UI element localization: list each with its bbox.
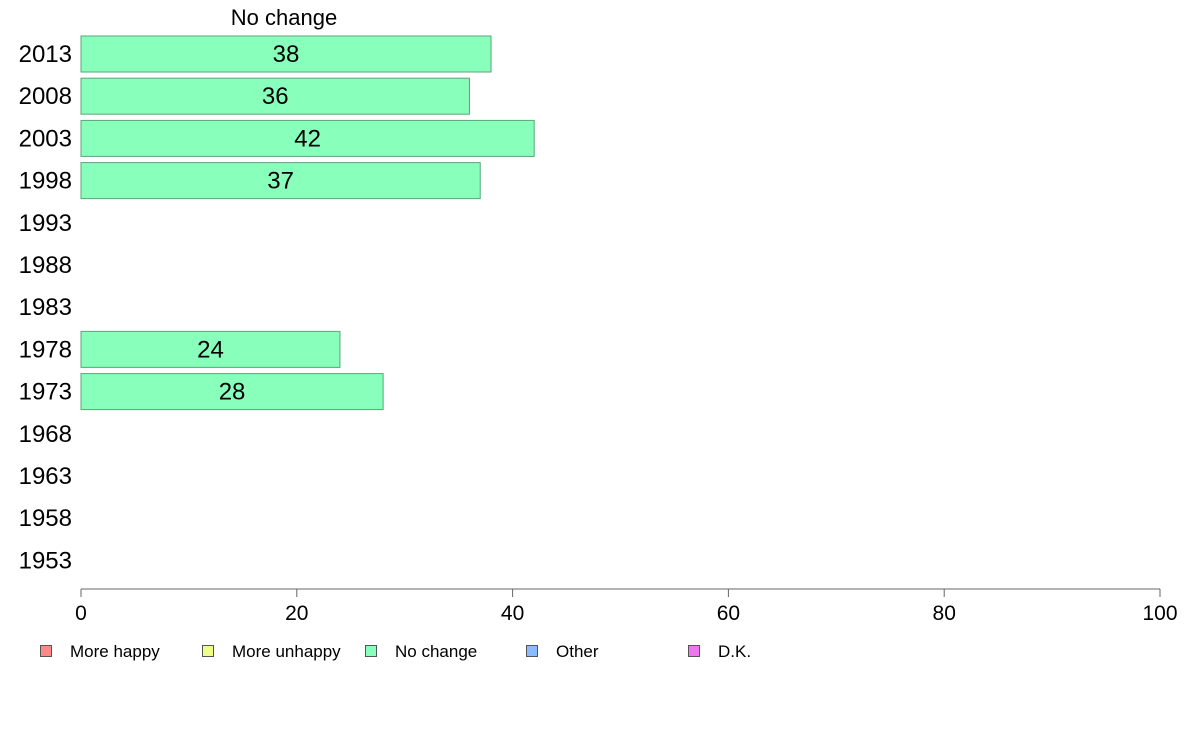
y-tick-label: 1998: [19, 168, 72, 195]
y-tick-label: 1973: [19, 379, 72, 406]
bar: [80, 162, 481, 200]
legend-swatch: [688, 645, 700, 657]
legend-swatch: [526, 645, 538, 657]
y-tick-label: 1963: [19, 463, 72, 490]
y-tick-label: 1953: [19, 547, 72, 574]
legend-swatch: [365, 645, 377, 657]
x-tick-label: 40: [501, 602, 524, 625]
bar-value-label: 28: [219, 379, 246, 406]
y-tick-label: 1958: [19, 505, 72, 532]
x-tick-label: 20: [285, 602, 308, 625]
bar-value-label: 37: [267, 168, 294, 195]
y-tick-label: 1988: [19, 252, 72, 279]
bar-value-label: 38: [273, 41, 300, 68]
y-tick-label: 2008: [19, 83, 72, 110]
legend-label: Other: [556, 642, 599, 661]
legend: More happy More unhappy No change Other D.K.: [40, 642, 800, 662]
x-axis: 0 20 40 60 80 100: [75, 588, 1178, 625]
legend-label: D.K.: [718, 642, 752, 661]
bar-value-label: 24: [197, 336, 224, 363]
x-tick-label: 60: [717, 602, 740, 625]
chart-title: No change: [231, 5, 337, 30]
y-tick-label: 2003: [19, 125, 72, 152]
bar: [80, 35, 492, 73]
y-tick-label: 1983: [19, 294, 72, 321]
legend-label: More happy: [70, 642, 160, 661]
y-axis-labels: 2013 2008 2003 1998 1993 1988 1983 1978 1973 1968…: [19, 41, 72, 574]
y-tick-label: 1978: [19, 336, 72, 363]
bar: [80, 330, 341, 368]
y-tick-label: 2013: [19, 41, 72, 68]
legend-label: More unhappy: [232, 642, 341, 661]
bar: [80, 77, 470, 115]
legend-swatch: [202, 645, 214, 657]
bar: [80, 119, 535, 157]
bar-value-label: 36: [262, 83, 289, 110]
y-tick-label: 1993: [19, 210, 72, 237]
y-tick-label: 1968: [19, 421, 72, 448]
x-tick-label: 0: [75, 602, 87, 625]
x-tick-label: 100: [1142, 602, 1177, 625]
bar-value-label: 42: [294, 125, 321, 152]
bar: [80, 373, 384, 411]
legend-swatch: [40, 645, 52, 657]
x-tick-label: 80: [933, 602, 956, 625]
legend-label: No change: [395, 642, 478, 661]
